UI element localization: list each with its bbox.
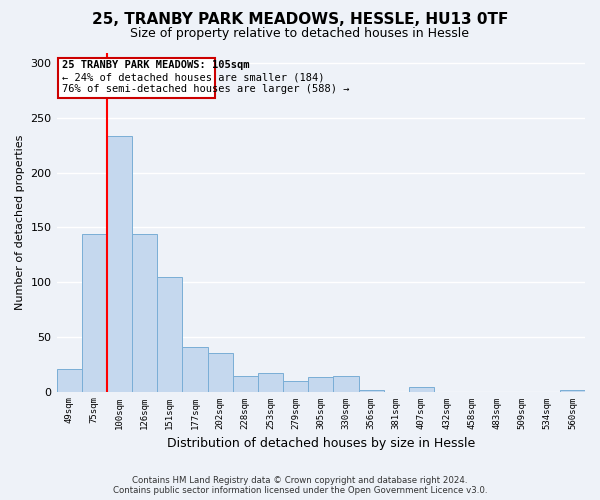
Bar (56, 368, 82, 392)
Bar (208, 354, 233, 392)
X-axis label: Distribution of detached houses by size in Hessle: Distribution of detached houses by size … (167, 437, 475, 450)
Bar (233, 376, 258, 392)
Bar (258, 373, 283, 392)
Text: 25, TRANBY PARK MEADOWS, HESSLE, HU13 0TF: 25, TRANBY PARK MEADOWS, HESSLE, HU13 0T… (92, 12, 508, 28)
Bar (359, 390, 383, 392)
Bar (560, 390, 585, 392)
Bar (157, 276, 182, 392)
Bar (334, 376, 359, 392)
Text: ← 24% of detached houses are smaller (184): ← 24% of detached houses are smaller (18… (62, 72, 324, 82)
Bar (132, 234, 157, 392)
Text: Contains HM Land Registry data © Crown copyright and database right 2024.
Contai: Contains HM Land Registry data © Crown c… (113, 476, 487, 495)
Text: 25 TRANBY PARK MEADOWS: 105sqm: 25 TRANBY PARK MEADOWS: 105sqm (62, 60, 249, 70)
Bar (409, 387, 434, 392)
Bar (308, 378, 334, 392)
Text: Size of property relative to detached houses in Hessle: Size of property relative to detached ho… (131, 28, 470, 40)
FancyBboxPatch shape (58, 58, 215, 98)
Bar (283, 380, 308, 392)
Y-axis label: Number of detached properties: Number of detached properties (15, 134, 25, 310)
Bar (182, 346, 208, 392)
Text: 76% of semi-detached houses are larger (588) →: 76% of semi-detached houses are larger (… (62, 84, 349, 94)
Bar (82, 234, 107, 392)
Bar (107, 136, 132, 392)
